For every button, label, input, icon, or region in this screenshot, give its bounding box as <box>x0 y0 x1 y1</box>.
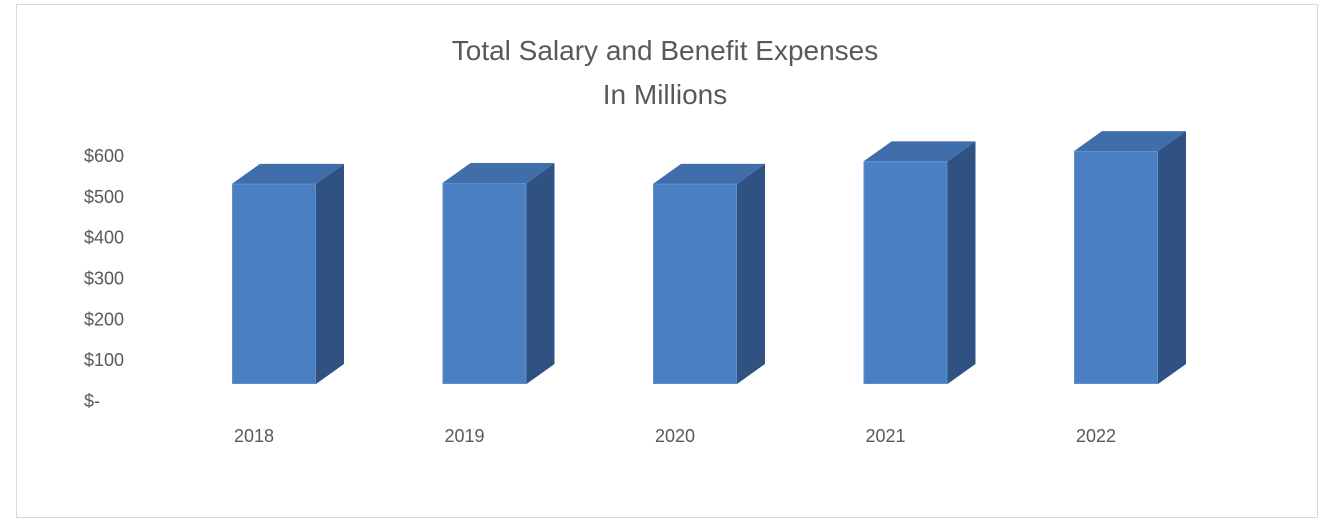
x-tick-label: 2020 <box>655 426 695 446</box>
y-tick-label: $100 <box>84 350 124 370</box>
bar-front-face <box>1074 151 1158 384</box>
bar-front-face <box>653 183 737 384</box>
x-axis-ticks: 2018 2019 2020 2021 2022 <box>234 426 1116 446</box>
bar-2021 <box>863 141 976 384</box>
bar-front-face <box>232 183 316 384</box>
bar-side-face <box>737 163 765 384</box>
x-tick-label: 2019 <box>444 426 484 446</box>
bar-side-face <box>316 163 344 384</box>
x-tick-label: 2021 <box>865 426 905 446</box>
bar-front-edge <box>653 183 737 384</box>
y-tick-label: $500 <box>84 187 124 207</box>
chart-subtitle: In Millions <box>603 79 727 110</box>
bar-front-edge <box>1074 151 1158 384</box>
bar-side-face <box>526 163 555 384</box>
bar-front-edge <box>442 183 527 384</box>
bar-front-face <box>442 183 527 384</box>
bar-top-face <box>653 163 765 184</box>
bar-top-face <box>1074 131 1186 152</box>
bar-2019 <box>442 163 555 384</box>
bar-2018 <box>232 163 344 384</box>
bar-side-face <box>947 141 976 384</box>
y-tick-label: $200 <box>84 309 124 329</box>
bar-front-edge <box>863 161 948 384</box>
y-tick-label: $300 <box>84 269 124 289</box>
bar-top-face <box>442 163 555 184</box>
y-tick-label: $400 <box>84 228 124 248</box>
bar-2022 <box>1074 131 1186 384</box>
bar-front-face <box>863 161 948 384</box>
bar-top-face <box>863 141 976 162</box>
bars <box>232 131 1186 384</box>
y-tick-label: $600 <box>84 146 124 166</box>
y-axis-ticks: $- $100 $200 $300 $400 $500 $600 <box>84 146 124 411</box>
bar-2020 <box>653 163 765 384</box>
bar-front-edge <box>232 183 316 384</box>
bar-side-face <box>1158 131 1186 384</box>
x-tick-label: 2022 <box>1076 426 1116 446</box>
x-tick-label: 2018 <box>234 426 274 446</box>
bar-top-face <box>232 163 344 184</box>
chart-title: Total Salary and Benefit Expenses <box>452 35 878 66</box>
y-tick-label: $- <box>84 391 100 411</box>
